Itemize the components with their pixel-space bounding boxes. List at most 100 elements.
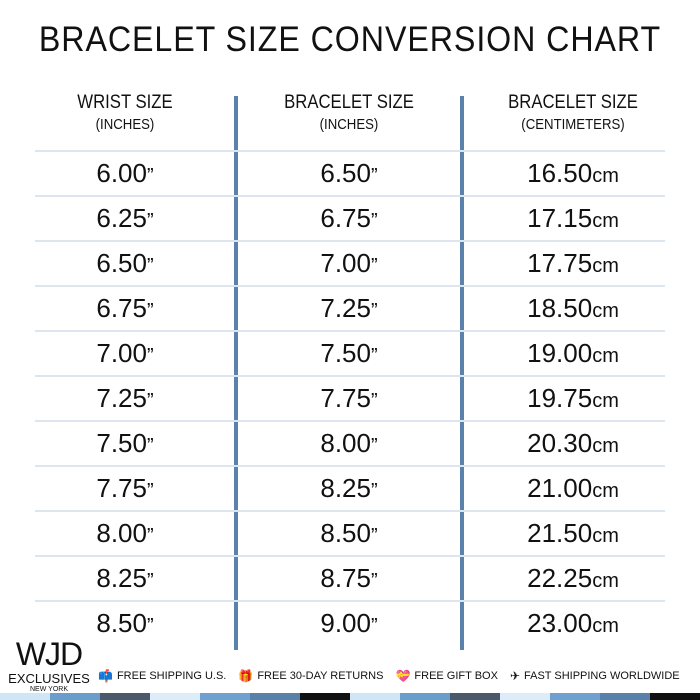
cell-unit: ” [370,615,378,637]
feature-item: ✈ FAST SHIPPING WORLDWIDE [510,669,680,683]
stripe-segment [150,693,200,700]
table-cell: 21.50cm [463,518,683,551]
cell-value: 8.25 [96,563,147,593]
cell-value: 22.25 [527,563,593,593]
cell-unit: ” [370,525,378,547]
table-cell: 16.50cm [463,158,683,191]
cell-value: 6.75 [96,293,147,323]
cell-unit: ” [370,570,378,592]
cell-value: 9.00 [320,608,371,638]
stripe-segment [600,693,650,700]
logo-line2: EXCLUSIVES [8,671,90,686]
feature-label: FREE 30-DAY RETURNS [257,670,384,682]
cell-unit: cm [592,615,619,637]
cell-unit: cm [592,480,619,502]
cell-value: 8.00 [320,428,371,458]
cell-value: 6.50 [96,248,147,278]
table-cell: 17.75cm [463,248,683,281]
stripe-segment [200,693,250,700]
chart-title: BRACELET SIZE CONVERSION CHART [38,20,662,59]
table-cell: 8.75” [239,563,459,596]
cell-unit: cm [592,210,619,232]
cell-unit: ” [146,165,154,187]
table-cell: 6.75” [239,203,459,236]
cell-value: 20.30 [527,428,593,458]
mailbox-icon: 📫 [98,669,113,683]
cell-value: 19.00 [527,338,593,368]
column-divider [460,96,464,650]
row-separator [35,510,665,512]
table-cell: 19.00cm [463,338,683,371]
table-cell: 7.25” [239,293,459,326]
header-label: WRIST SIZE [77,92,173,113]
table-cell: 7.75” [15,473,235,506]
row-separator [35,285,665,287]
cell-value: 6.25 [96,203,147,233]
cell-value: 8.00 [96,518,147,548]
table-cell: 8.25” [239,473,459,506]
header-sub: (INCHES) [319,116,379,133]
cell-unit: cm [592,345,619,367]
cell-unit: ” [146,570,154,592]
stripe-segment [0,693,50,700]
feature-item: 🎁 FREE 30-DAY RETURNS [238,669,383,683]
cell-value: 7.50 [320,338,371,368]
table-cell: 17.15cm [463,203,683,236]
cell-value: 18.50 [527,293,593,323]
color-stripe [0,693,700,700]
table-cell: 7.50” [239,338,459,371]
row-separator [35,240,665,242]
cell-value: 8.75 [320,563,371,593]
cell-unit: cm [592,435,619,457]
cell-unit: ” [146,525,154,547]
stripe-segment [50,693,100,700]
cell-unit: ” [370,255,378,277]
gift-heart-icon: 💝 [395,669,411,683]
table-cell: 23.00cm [463,608,683,641]
cell-unit: ” [146,210,154,232]
cell-value: 7.00 [96,338,147,368]
table-cell: 19.75cm [463,383,683,416]
feature-item: 💝 FREE GIFT BOX [395,669,497,683]
cell-unit: ” [146,255,154,277]
cell-value: 8.50 [96,608,147,638]
header-wrist: WRIST SIZE (INCHES) [28,92,222,136]
feature-label: FREE GIFT BOX [414,670,498,682]
table-cell: 9.00” [239,608,459,641]
row-separator [35,195,665,197]
cell-unit: cm [592,390,619,412]
row-separator [35,375,665,377]
cell-value: 7.25 [320,293,371,323]
header-bracelet-inches: BRACELET SIZE (INCHES) [252,92,446,136]
row-separator [35,150,665,152]
header-label: BRACELET SIZE [284,92,414,113]
cell-value: 7.50 [96,428,147,458]
cell-unit: ” [370,390,378,412]
cell-unit: ” [370,435,378,457]
cell-value: 23.00 [527,608,593,638]
stripe-segment [650,693,700,700]
cell-unit: cm [592,255,619,277]
cell-value: 7.75 [96,473,147,503]
table-cell: 8.50” [15,608,235,641]
stripe-segment [250,693,300,700]
column-divider [234,96,238,650]
logo-brand: WJD [15,636,83,672]
cell-unit: cm [592,165,619,187]
cell-value: 21.50 [527,518,593,548]
feature-label: FAST SHIPPING WORLDWIDE [524,670,680,682]
cell-unit: ” [146,615,154,637]
stripe-segment [500,693,550,700]
table-cell: 7.75” [239,383,459,416]
cell-unit: ” [370,345,378,367]
cell-value: 16.50 [527,158,593,188]
cell-value: 8.25 [320,473,371,503]
row-separator [35,420,665,422]
table-cell: 6.75” [15,293,235,326]
cell-unit: ” [146,435,154,457]
cell-value: 7.75 [320,383,371,413]
header-sub: (INCHES) [95,116,155,133]
table-cell: 21.00cm [463,473,683,506]
table-cell: 7.50” [15,428,235,461]
feature-label: FREE SHIPPING U.S. [116,670,227,682]
